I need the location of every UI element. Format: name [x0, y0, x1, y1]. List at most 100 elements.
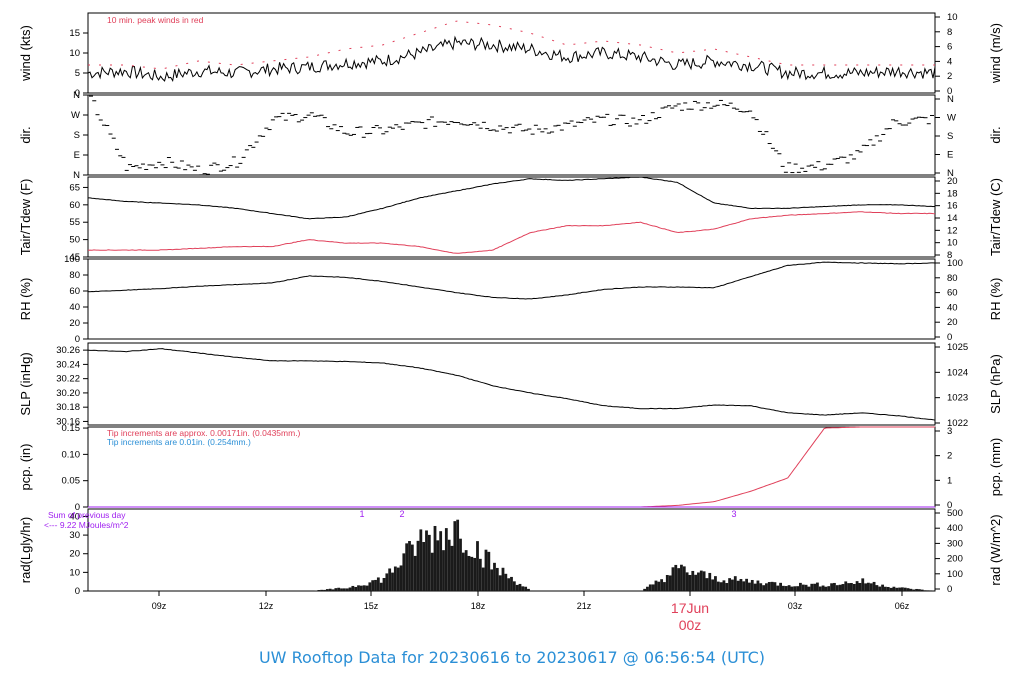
rad-bar: [320, 589, 324, 591]
ytick-label-left: 100: [64, 254, 80, 265]
rad-bar: [433, 525, 437, 591]
ytick-label-left: 0.10: [62, 449, 81, 460]
rad-bar: [459, 538, 462, 591]
rad-bar: [362, 585, 366, 591]
panel-frame-slp: [87, 342, 936, 426]
panel-frame-temp: [87, 176, 936, 258]
ytick-label-right: S: [947, 131, 953, 142]
rad-bar: [410, 544, 414, 591]
ytick-label-left: 0.15: [62, 423, 81, 434]
rad-bar: [345, 588, 349, 591]
rad-bar: [391, 572, 394, 591]
rad-bar: [850, 582, 853, 591]
series-line-slp: [87, 348, 936, 421]
rad-bar: [657, 581, 661, 591]
ytick-label-left: 30.20: [56, 388, 80, 399]
xtick-label: 03z: [788, 601, 803, 611]
ytick-label-right: 18: [947, 188, 958, 199]
rad-bar: [824, 586, 828, 591]
rad-bar: [918, 589, 921, 591]
rad-bar: [765, 583, 768, 591]
rad-bar: [447, 539, 451, 591]
rad-bar: [504, 573, 508, 591]
rad-bar: [444, 528, 448, 591]
ylabel-right: pcp. (mm): [988, 438, 1003, 497]
ytick-label-right: 500: [947, 508, 963, 519]
rad-bar: [436, 540, 440, 591]
rad-bar: [816, 582, 819, 591]
rad-bar: [881, 584, 884, 591]
ytick-label-right: 0: [947, 584, 952, 595]
rad-bar: [852, 583, 856, 591]
rad-bar: [470, 556, 474, 591]
ytick-label-left: 0: [75, 502, 80, 513]
ytick-label-right: 20: [947, 317, 958, 328]
ytick-label-right: 1025: [947, 342, 968, 353]
ylabel-left: SLP (inHg): [18, 352, 33, 415]
ytick-label-right: 1023: [947, 393, 968, 404]
rad-bar: [719, 582, 723, 591]
series-line-temp: [88, 176, 936, 220]
rad-bar: [487, 551, 491, 591]
ytick-label-right: 8: [947, 27, 952, 38]
ytick-label-left: 15: [69, 28, 80, 39]
rad-bar: [912, 589, 916, 591]
rad-bar: [864, 583, 867, 591]
rad-bar: [685, 572, 689, 591]
rad-bar: [521, 586, 525, 591]
xtick-label: 06z: [895, 601, 910, 611]
rad-bar: [708, 572, 712, 591]
ytick-label-right: 2: [947, 451, 952, 462]
rad-bar: [716, 581, 720, 591]
rad-bar: [325, 589, 329, 591]
rad-bar: [813, 583, 816, 591]
rad-bar: [507, 578, 511, 591]
rad-bar: [413, 555, 417, 591]
rad-bar: [524, 586, 528, 591]
rad-bar: [714, 576, 717, 591]
rad-bar: [739, 578, 743, 591]
rad-bar: [396, 567, 400, 591]
ytick-label-left: 30.16: [56, 416, 80, 427]
rad-bar: [467, 555, 471, 591]
ylabel-left: wind (kts): [18, 25, 33, 82]
rad-bar: [878, 586, 882, 591]
ytick-label-right: 40: [947, 302, 958, 313]
ytick-label-right: W: [947, 113, 956, 124]
rad-bar: [830, 583, 833, 591]
rad-bar: [399, 565, 403, 591]
rad-bar: [354, 586, 358, 591]
rad-bar: [337, 587, 341, 591]
ytick-label-left: 20: [69, 549, 80, 560]
xtick-label: 15z: [364, 601, 379, 611]
rad-bar: [867, 582, 870, 591]
rad-bar: [317, 590, 321, 591]
rad-bar: [484, 549, 488, 591]
rad-bar: [898, 587, 901, 591]
rad-bar: [759, 583, 763, 591]
rad-bar: [388, 568, 392, 591]
ytick-label-left: 40: [69, 302, 80, 313]
rad-bar: [365, 585, 369, 591]
rad-bar: [847, 583, 850, 591]
ytick-label-right: 8: [947, 250, 952, 261]
rad-bar: [515, 584, 519, 591]
ytick-label-left: 80: [69, 270, 80, 281]
pcp-annotation-1: Tip increments are approx. 0.00171in. (0…: [107, 428, 301, 438]
wind-peak-series: [88, 20, 935, 70]
xtick-label: 09z: [152, 601, 167, 611]
rad-bar: [527, 588, 530, 591]
rad-bar: [668, 575, 672, 591]
rad-bar: [793, 586, 797, 591]
rad-bar: [665, 574, 669, 591]
ytick-label-left: 0: [75, 88, 80, 99]
rad-bar: [518, 583, 522, 591]
rad-bar: [833, 582, 836, 591]
ytick-label-left: S: [74, 130, 80, 141]
rad-bar: [861, 578, 865, 591]
rad-bar: [711, 579, 715, 591]
ytick-label-right: 300: [947, 538, 963, 549]
panel-frame-wind: [87, 12, 936, 94]
rad-bar: [705, 578, 709, 591]
